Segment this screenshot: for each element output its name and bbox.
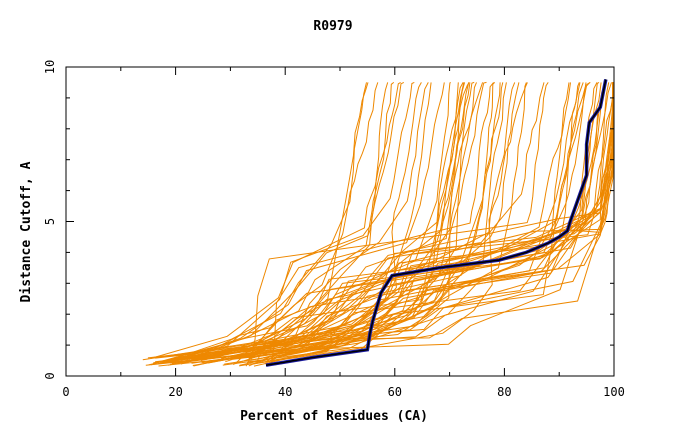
background-series-group — [142, 81, 614, 367]
background-series-line — [250, 82, 528, 365]
background-series-line — [191, 82, 527, 360]
plot-frame — [65, 66, 615, 377]
y-tick-label: 5 — [43, 218, 57, 225]
background-series-line — [208, 82, 614, 364]
background-series-line — [266, 82, 429, 362]
background-series-line — [270, 82, 494, 364]
x-tick-label: 20 — [168, 385, 182, 399]
background-series-line — [147, 82, 477, 359]
background-series-line — [171, 82, 470, 364]
background-series-line — [262, 82, 470, 359]
x-axis-label: Percent of Residues (CA) — [240, 409, 428, 424]
background-series-line — [221, 82, 614, 359]
background-series-line — [169, 82, 445, 364]
background-series-line — [165, 82, 395, 363]
background-series-line — [186, 82, 389, 361]
background-series-line — [248, 82, 504, 367]
y-tick-label: 10 — [43, 60, 57, 74]
x-tick-label: 40 — [278, 385, 292, 399]
background-series-line — [156, 82, 465, 364]
background-series-line — [232, 81, 451, 365]
background-series-line — [224, 81, 600, 365]
background-series-line — [256, 82, 369, 363]
background-series-line — [191, 82, 614, 364]
background-series-line — [167, 82, 587, 366]
background-series-line — [253, 81, 475, 367]
background-series-line — [219, 82, 545, 361]
x-tick-label: 60 — [388, 385, 402, 399]
background-series-line — [148, 81, 415, 366]
background-series-line — [250, 82, 549, 361]
background-series-line — [180, 82, 581, 365]
background-series-line — [258, 82, 507, 363]
y-axis-label: Distance Cutoff, A — [19, 161, 34, 302]
background-series-line — [171, 82, 614, 362]
background-series-line — [155, 81, 487, 359]
highlight-series-line — [265, 79, 607, 366]
background-series-line — [158, 82, 367, 365]
background-series-line — [194, 82, 484, 359]
x-tick-label: 100 — [603, 385, 625, 399]
background-series-line — [200, 82, 516, 362]
background-series-line — [145, 82, 464, 366]
background-series-line — [194, 82, 379, 359]
background-series-line — [153, 82, 612, 364]
background-series-line — [193, 81, 405, 367]
y-tick-label: 0 — [43, 372, 57, 379]
chart-title: R0979 — [313, 19, 352, 34]
background-series-line — [265, 82, 606, 363]
background-series-line — [252, 82, 614, 365]
x-tick-label: 80 — [497, 385, 511, 399]
highlight-series-group — [265, 79, 608, 367]
background-series-line — [248, 82, 520, 361]
background-series-line — [206, 82, 571, 360]
background-series-line — [158, 82, 605, 367]
x-tick-label: 0 — [62, 385, 69, 399]
ticks-group: 0 20 40 60 80 100 0 5 10 — [43, 60, 625, 399]
